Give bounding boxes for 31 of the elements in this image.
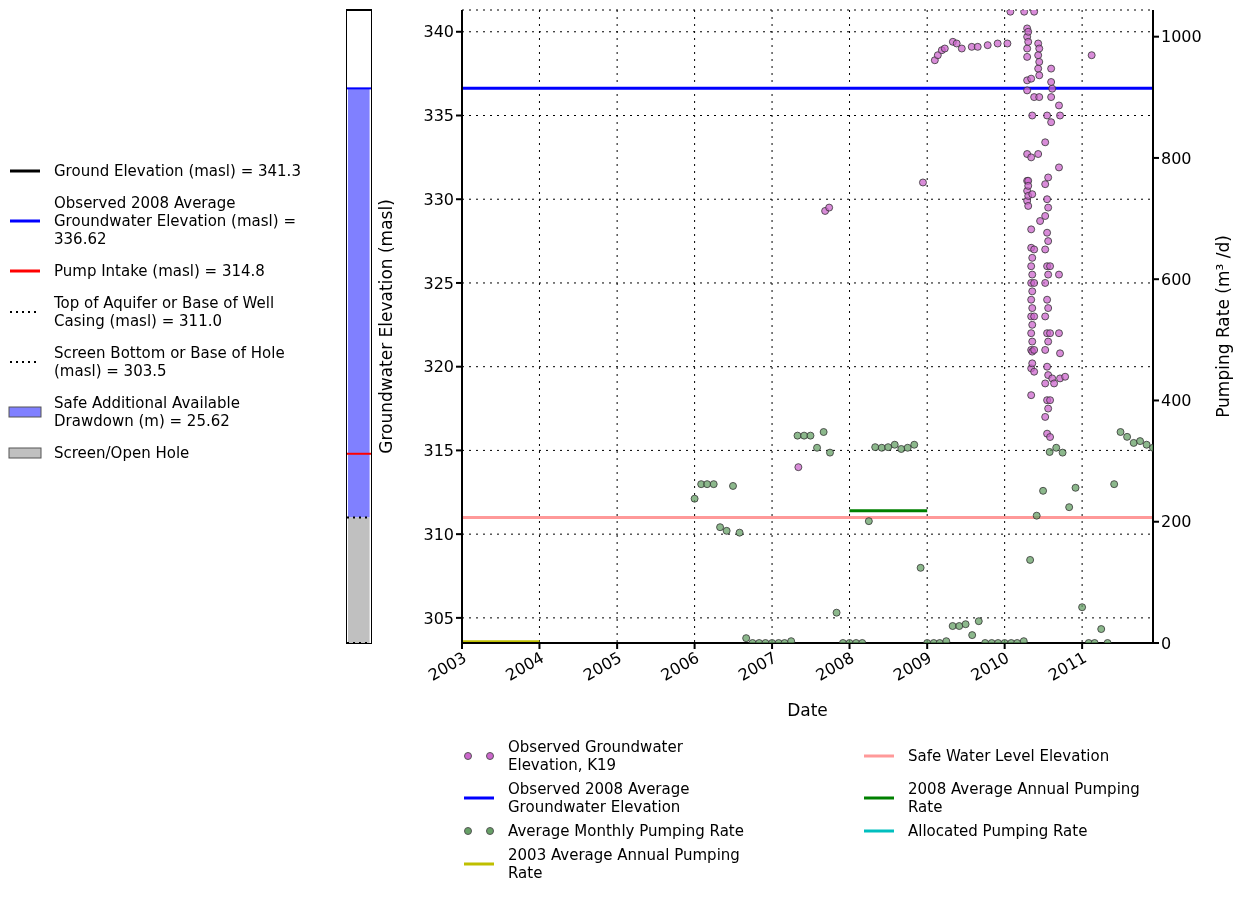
y-tick-label: 315 [423,441,454,461]
y2-tick-label: 0 [1161,633,1172,653]
y2-tick-label: 800 [1161,148,1192,168]
y-axis-title: Groundwater Elevation (masl) [376,199,397,454]
legend-label: Observed 2008 Average Groundwater Elevation (masl) = 336.62 [54,194,297,248]
y2-tick-label: 400 [1161,391,1192,411]
legend-label: Screen/Open Hole [54,444,191,462]
legend-label: Average Monthly Pumping Rate [508,822,745,840]
legend-label: Screen Bottom or Base of Hole (masl) = 303.5 [54,344,286,380]
y-tick-label: 320 [423,357,454,377]
y2-tick-label: 600 [1161,269,1192,289]
legend-label: Ground Elevation (masl) = 341.3 [54,162,302,180]
y-tick-label: 335 [423,106,454,126]
legend-label: Observed 2008 Average Groundwater Elevation [508,780,691,816]
y2-tick-label: 1000 [1161,27,1202,47]
x-axis-title: Date [787,700,828,720]
legend-label: Pump Intake (masl) = 314.8 [54,262,266,280]
y-tick-label: 330 [423,189,454,209]
y2-tick-label: 200 [1161,512,1192,532]
legend-label: Allocated Pumping Rate [908,822,1089,840]
legend-label: Safe Water Level Elevation [908,747,1111,765]
legend-label: 2003 Average Annual Pumping Rate [508,846,741,882]
y2-axis-title: Pumping Rate (m³ /d) [1213,235,1234,418]
y-tick-label: 305 [423,608,454,628]
legend-label: Top of Aquifer or Base of Well Casing (masl) = 311.0 [54,294,276,330]
y-tick-label: 325 [423,273,454,293]
y-tick-label: 340 [423,22,454,42]
legend-label: 2008 Average Annual Pumping Rate [908,780,1141,816]
legend-label: Safe Additional Available Drawdown (m) = 25.62 [54,394,241,430]
y-tick-label: 310 [423,524,454,544]
legend-label: Observed Groundwater Elevation, K19 [508,738,684,774]
